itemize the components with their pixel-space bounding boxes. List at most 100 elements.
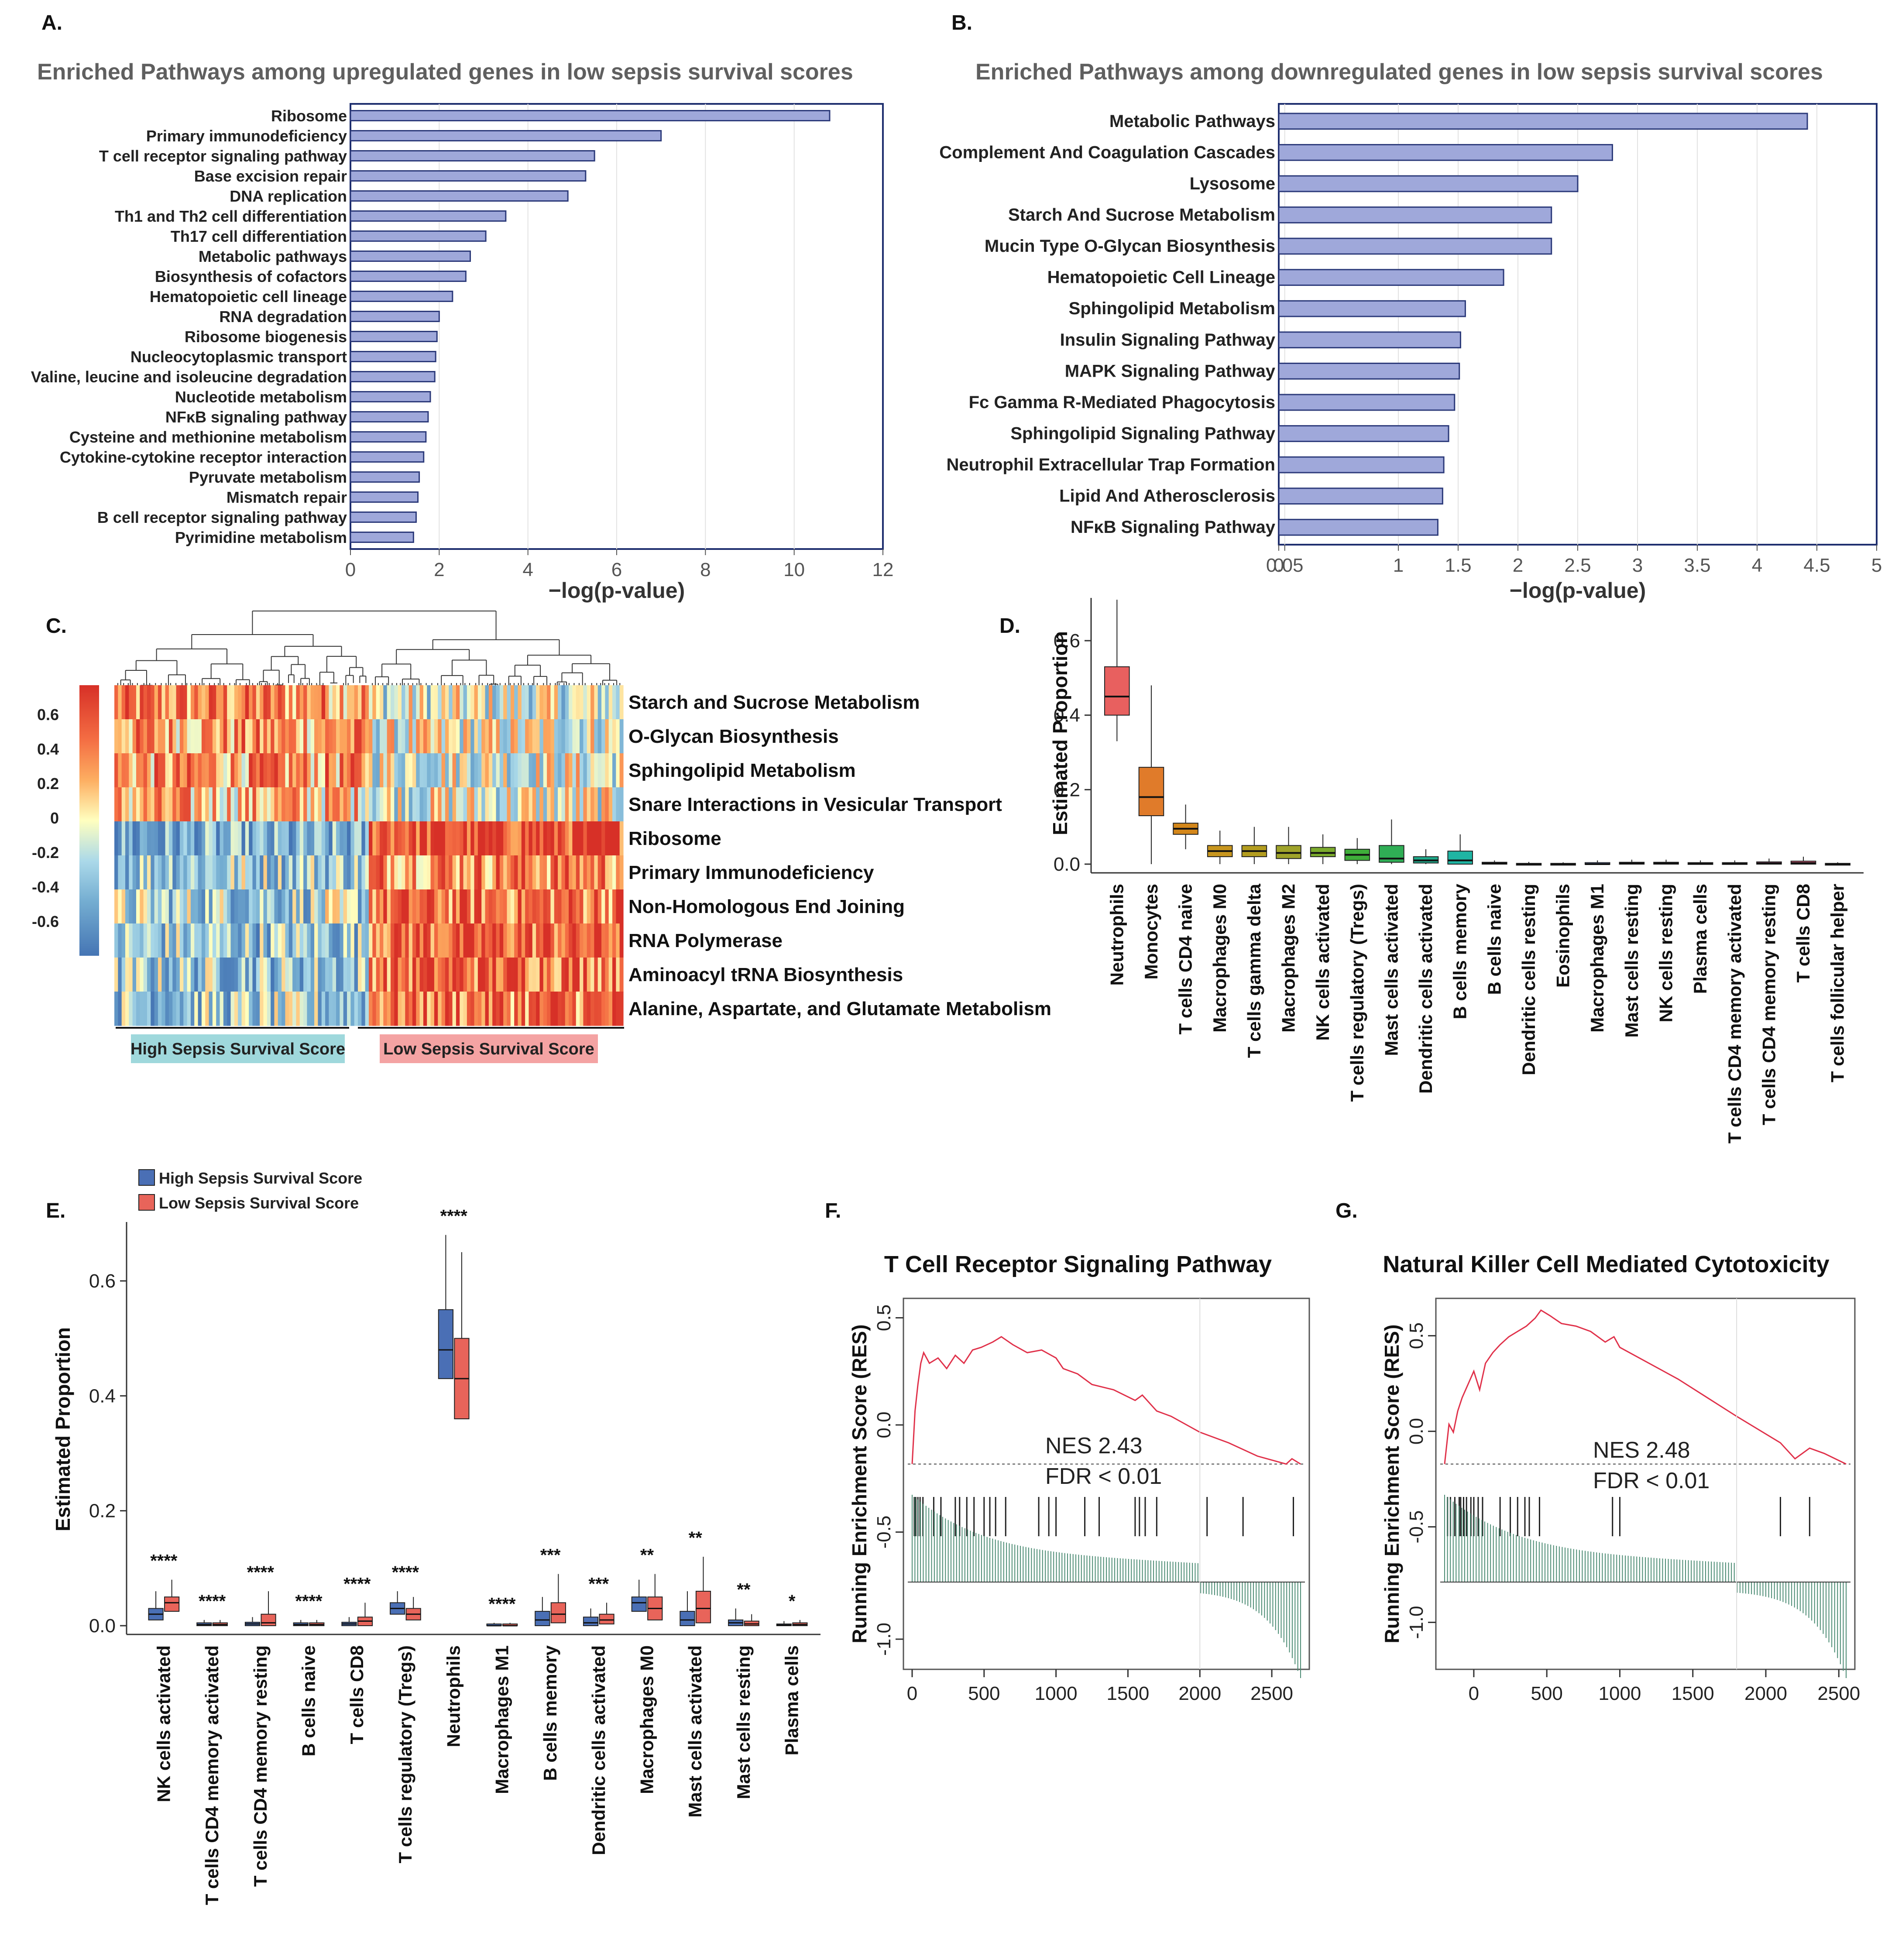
heatmap-cell	[383, 992, 388, 1026]
heatmap-cell	[201, 889, 206, 924]
heatmap-cell	[154, 753, 158, 788]
panel-d-category-t-cells-follicular-helper: T cells follicular helper	[1827, 884, 1848, 1082]
heatmap-cell	[220, 719, 224, 754]
heatmap-cell	[361, 855, 366, 890]
group-label-high: High Sepsis Survival Score	[130, 1040, 345, 1058]
heatmap-cell	[318, 889, 322, 924]
heatmap-cell	[616, 821, 620, 856]
heatmap-cell	[449, 923, 453, 958]
heatmap-cell	[412, 958, 416, 992]
heatmap-cell	[223, 787, 227, 822]
heatmap-cell	[249, 685, 253, 720]
heatmap-cell	[161, 821, 166, 856]
heatmap-cell	[554, 787, 558, 822]
heatmap-cell	[212, 923, 216, 958]
heatmap-cell	[216, 821, 220, 856]
heatmap-cell	[292, 719, 297, 754]
heatmap-cell	[445, 685, 449, 720]
heatmap-cell	[132, 923, 137, 958]
heatmap-cell	[318, 958, 322, 992]
heatmap-cell	[314, 855, 318, 890]
heatmap-cell	[158, 787, 162, 822]
heatmap-cell	[129, 753, 133, 788]
heatmap-cell	[518, 889, 522, 924]
heatmap-cell	[325, 923, 329, 958]
heatmap-cell	[514, 923, 518, 958]
A-bar-nucleotide-metabolism	[350, 391, 431, 402]
A-category-cysteine-and-methionine-metabolism: Cysteine and methionine metabolism	[69, 428, 347, 446]
panel-a-title: Enriched Pathways among upregulated gene…	[37, 59, 853, 85]
B-bar-starch-and-sucrose-metabolism	[1278, 206, 1552, 223]
heatmap-cell	[165, 685, 169, 720]
heatmap-cell	[347, 821, 351, 856]
heatmap-cell	[205, 958, 209, 992]
B-bar-sphingolipid-signaling-pathway	[1278, 425, 1449, 442]
heatmap-cell	[187, 855, 191, 890]
heatmap-cell	[132, 992, 137, 1026]
heatmap-cell	[409, 855, 413, 890]
heatmap-cell	[612, 787, 616, 822]
heatmap-cell	[314, 719, 318, 754]
heatmap-cell	[307, 889, 311, 924]
panel-e-ytick-label: 0.2	[89, 1500, 116, 1522]
panel-b-chart: Enriched Pathways among downregulated ge…	[939, 59, 1882, 603]
heatmap-cell	[569, 958, 573, 992]
heatmap-cell	[438, 992, 442, 1026]
panel-e-significance-t-cells-cd4-memory-activated: ****	[199, 1592, 226, 1611]
B-category-mucin-type-o-glycan-biosynthesis: Mucin Type O-Glycan Biosynthesis	[985, 237, 1275, 256]
heatmap-cell	[481, 889, 486, 924]
heatmap-cell	[521, 685, 525, 720]
heatmap-cell	[616, 685, 620, 720]
heatmap-cell	[496, 992, 500, 1026]
heatmap-cell	[252, 685, 257, 720]
heatmap-cell	[398, 685, 402, 720]
heatmap-cell	[260, 685, 264, 720]
heatmap-cell	[539, 855, 544, 890]
panel-d-ytick-label: 0.0	[1054, 854, 1080, 875]
heatmap-cell	[125, 685, 129, 720]
heatmap-cell	[285, 855, 289, 890]
heatmap-cell	[238, 719, 242, 754]
heatmap-cell	[256, 821, 260, 856]
heatmap-cell	[510, 923, 515, 958]
heatmap-cell	[492, 855, 497, 890]
heatmap-cell	[601, 753, 605, 788]
heatmap-cell	[132, 753, 137, 788]
heatmap-cell	[525, 923, 529, 958]
heatmap-cell	[227, 685, 231, 720]
B-tick-label: 4	[1752, 555, 1762, 576]
heatmap-cell	[496, 719, 500, 754]
heatmap-cell	[376, 958, 380, 992]
A-bar-th17-cell-differentiation	[350, 230, 487, 242]
heatmap-cell	[434, 787, 438, 822]
heatmap-cell	[129, 958, 133, 992]
heatmap-cell	[460, 855, 464, 890]
heatmap-row-ribosome: Ribosome	[628, 828, 721, 849]
heatmap-cell	[372, 958, 377, 992]
heatmap-cell	[194, 923, 199, 958]
heatmap-cell	[441, 992, 446, 1026]
heatmap-cell	[303, 719, 308, 754]
heatmap-cell	[121, 992, 126, 1026]
panel-label-c: C.	[46, 614, 67, 638]
heatmap-cell	[452, 821, 457, 856]
heatmap-cell	[456, 821, 460, 856]
heatmap-cell	[543, 855, 547, 890]
heatmap-cell	[168, 992, 173, 1026]
heatmap-cell	[405, 923, 409, 958]
heatmap-cell	[525, 889, 529, 924]
heatmap-cell	[154, 889, 158, 924]
heatmap-cell	[329, 753, 333, 788]
heatmap-cell	[499, 855, 504, 890]
heatmap-cell	[252, 958, 257, 992]
panel-e-significance-nk-cells-activated: ****	[150, 1552, 178, 1571]
heatmap-cell	[383, 753, 388, 788]
heatmap-cell	[288, 719, 293, 754]
heatmap-cell	[183, 855, 188, 890]
heatmap-cell	[132, 821, 137, 856]
heatmap-cell	[507, 821, 511, 856]
heatmap-cell	[151, 889, 155, 924]
heatmap-cell	[212, 958, 216, 992]
heatmap-cell	[419, 753, 424, 788]
heatmap-cell	[238, 753, 242, 788]
